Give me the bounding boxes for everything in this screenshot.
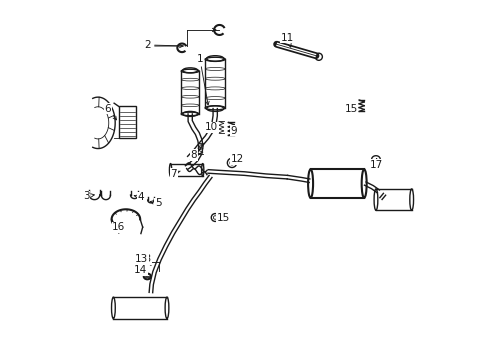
Text: 2: 2 <box>144 40 183 50</box>
Text: 9: 9 <box>228 126 237 136</box>
Text: 14: 14 <box>134 265 147 276</box>
Text: 5: 5 <box>150 198 161 208</box>
Text: 4: 4 <box>134 192 144 202</box>
Text: 3: 3 <box>83 191 94 201</box>
Text: 10: 10 <box>204 122 218 132</box>
Text: 7: 7 <box>170 168 180 179</box>
Text: 11: 11 <box>280 33 293 47</box>
Text: 12: 12 <box>230 154 244 164</box>
Text: 16: 16 <box>112 222 125 232</box>
Text: 17: 17 <box>369 159 383 170</box>
Text: 13: 13 <box>135 253 148 264</box>
Bar <box>119 107 136 138</box>
Text: 15: 15 <box>216 212 229 222</box>
Text: 13: 13 <box>138 254 151 265</box>
Text: 8: 8 <box>190 150 200 160</box>
Text: 1: 1 <box>196 54 209 105</box>
Text: 2: 2 <box>144 41 183 51</box>
Circle shape <box>315 53 322 60</box>
Text: 15: 15 <box>344 104 357 113</box>
Text: 6: 6 <box>104 104 116 120</box>
